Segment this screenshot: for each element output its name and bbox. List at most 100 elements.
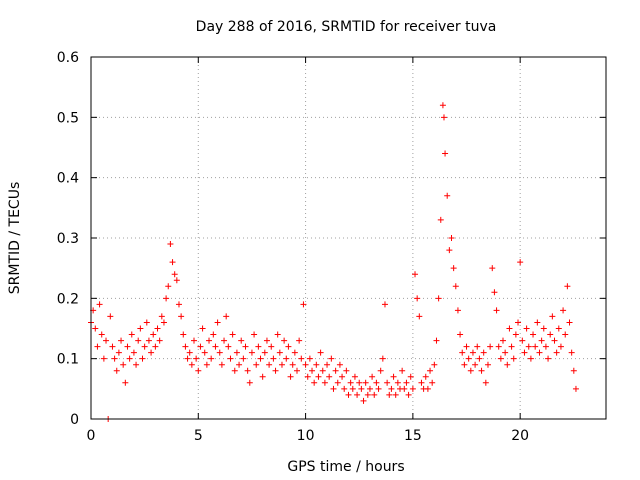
data-point bbox=[107, 313, 114, 320]
data-point bbox=[360, 397, 367, 404]
data-point bbox=[401, 385, 408, 392]
data-point bbox=[551, 337, 558, 344]
data-point bbox=[424, 385, 431, 392]
data-point bbox=[158, 313, 165, 320]
data-point bbox=[534, 319, 541, 326]
data-point bbox=[246, 379, 253, 386]
data-point bbox=[381, 301, 388, 308]
data-point bbox=[439, 102, 446, 109]
data-point bbox=[392, 391, 399, 398]
data-point bbox=[296, 337, 303, 344]
y-tick-label: 0.3 bbox=[57, 231, 79, 247]
y-tick-label: 0.4 bbox=[57, 171, 79, 187]
data-point bbox=[461, 361, 468, 368]
data-point bbox=[298, 355, 305, 362]
data-point bbox=[261, 349, 268, 356]
data-point bbox=[135, 337, 142, 344]
data-point bbox=[478, 367, 485, 374]
data-point bbox=[257, 355, 264, 362]
data-point bbox=[321, 379, 328, 386]
data-point bbox=[446, 247, 453, 254]
data-point bbox=[128, 331, 135, 338]
y-tick-label: 0 bbox=[70, 412, 79, 428]
data-point bbox=[557, 343, 564, 350]
data-point bbox=[388, 385, 395, 392]
data-point bbox=[371, 391, 378, 398]
data-point bbox=[454, 307, 461, 314]
data-point bbox=[274, 331, 281, 338]
data-point bbox=[545, 355, 552, 362]
data-point bbox=[403, 379, 410, 386]
data-point bbox=[171, 271, 178, 278]
data-point bbox=[384, 379, 391, 386]
data-point bbox=[306, 355, 313, 362]
data-point bbox=[330, 385, 337, 392]
data-point bbox=[463, 343, 470, 350]
y-tick-label: 0.1 bbox=[57, 352, 79, 368]
data-point bbox=[341, 385, 348, 392]
data-point bbox=[253, 361, 260, 368]
data-point bbox=[480, 349, 487, 356]
data-point bbox=[141, 343, 148, 350]
data-point bbox=[208, 355, 215, 362]
data-point bbox=[484, 361, 491, 368]
x-tick-label: 5 bbox=[194, 428, 203, 444]
data-point bbox=[489, 265, 496, 272]
y-axis-label: SRMTID / TECUs bbox=[7, 182, 23, 295]
data-point bbox=[452, 283, 459, 290]
data-point bbox=[255, 343, 262, 350]
data-point bbox=[343, 367, 350, 374]
data-point bbox=[240, 355, 247, 362]
data-point bbox=[283, 355, 290, 362]
data-point bbox=[169, 259, 176, 266]
data-point bbox=[407, 373, 414, 380]
data-point bbox=[195, 367, 202, 374]
data-point bbox=[356, 379, 363, 386]
data-point bbox=[422, 373, 429, 380]
data-point bbox=[120, 361, 127, 368]
data-point bbox=[390, 373, 397, 380]
data-point bbox=[467, 367, 474, 374]
data-point bbox=[523, 325, 530, 332]
data-point bbox=[418, 379, 425, 386]
data-point bbox=[111, 355, 118, 362]
data-point bbox=[221, 337, 228, 344]
data-point bbox=[536, 349, 543, 356]
data-point bbox=[527, 355, 534, 362]
data-point bbox=[317, 349, 324, 356]
data-point bbox=[191, 337, 197, 344]
data-point bbox=[444, 192, 451, 199]
data-point bbox=[319, 367, 326, 374]
data-point bbox=[154, 325, 161, 332]
data-point bbox=[515, 319, 522, 326]
data-point bbox=[163, 295, 170, 302]
data-point bbox=[377, 367, 384, 374]
data-point bbox=[231, 367, 238, 374]
data-point bbox=[238, 337, 245, 344]
data-point bbox=[96, 301, 103, 308]
data-point bbox=[173, 277, 180, 284]
data-point bbox=[197, 343, 204, 350]
data-point bbox=[493, 307, 500, 314]
data-point bbox=[180, 331, 187, 338]
data-point bbox=[276, 349, 283, 356]
data-point bbox=[291, 349, 298, 356]
data-point bbox=[188, 361, 195, 368]
data-point bbox=[242, 343, 249, 350]
data-point bbox=[148, 349, 155, 356]
data-point bbox=[100, 355, 107, 362]
data-point bbox=[379, 355, 386, 362]
data-point bbox=[448, 235, 455, 241]
data-point bbox=[302, 361, 309, 368]
data-point bbox=[530, 331, 537, 338]
data-point bbox=[244, 367, 251, 374]
data-point bbox=[263, 337, 270, 344]
data-point bbox=[311, 379, 318, 386]
x-tick-label: 0 bbox=[87, 428, 96, 444]
y-tick-label: 0.2 bbox=[57, 291, 79, 307]
data-point bbox=[223, 313, 230, 320]
data-point bbox=[259, 373, 266, 380]
data-point bbox=[399, 367, 406, 374]
data-point bbox=[538, 337, 545, 344]
data-point bbox=[429, 379, 436, 386]
